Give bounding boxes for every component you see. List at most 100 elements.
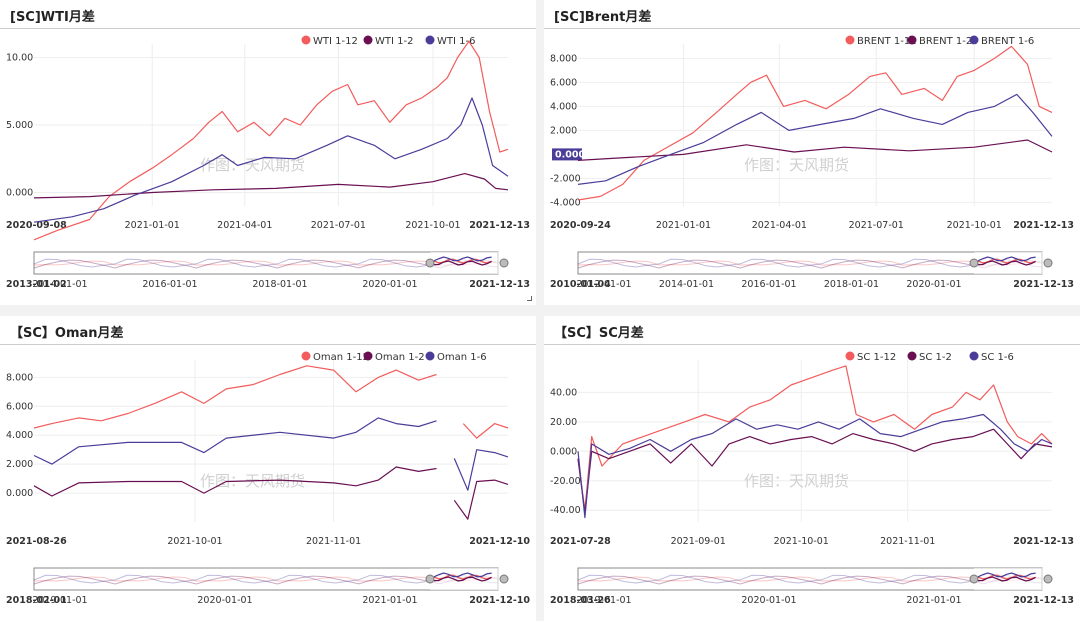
x-tick-label: 2021-10-01 <box>947 220 1002 231</box>
legend-label: BRENT 1-12 <box>857 36 917 47</box>
navigator-tick-label: 2016-01-01 <box>741 279 796 290</box>
navigator-tick-label: 2014-01-01 <box>32 279 87 290</box>
series-line-wti-1-2 <box>33 173 509 199</box>
navigator-overview-line <box>577 258 1043 268</box>
navigator-handle-left <box>425 574 435 584</box>
navigator-overview-line <box>577 259 1043 269</box>
legend-marker <box>425 35 435 45</box>
y-tick-label: -40.00 <box>550 505 581 516</box>
series-line-sc-1-12 <box>577 365 1053 511</box>
x-tick-label: 2021-12-13 <box>1013 220 1074 231</box>
navigator-tick-label: 2010-01-04 <box>550 279 611 290</box>
chart-svg-oman[interactable]: Oman 1-12 Oman 1-2 Oman 1-6 8.000 6.000 4.000… <box>0 316 536 621</box>
navigator-handle-left <box>425 258 435 268</box>
navigator-overview-line <box>33 574 499 584</box>
legend-marker <box>907 35 917 45</box>
watermark: 作图：天风期货 <box>744 156 849 174</box>
y-tick-label: 2.000 <box>550 125 577 136</box>
legend-marker <box>969 35 979 45</box>
navigator-tick-label: 2020-01-01 <box>906 279 961 290</box>
watermark: 作图：天风期货 <box>200 156 305 174</box>
chart-svg-sc[interactable]: SC 1-12 SC 1-2 SC 1-6 40.00 20.00 0.000 -20.00… <box>544 316 1080 621</box>
series-line-brent-1-2 <box>577 139 1053 161</box>
x-tick-label: 2021-10-01 <box>405 220 460 231</box>
navigator-tick-label: 2018-03-26 <box>550 595 611 606</box>
legend-label: SC 1-12 <box>857 352 896 363</box>
x-tick-label: 2021-07-28 <box>550 536 611 547</box>
legend-label: SC 1-6 <box>981 352 1014 363</box>
navigator-tick-label: 2019-01-01 <box>32 595 87 606</box>
navigator-tick-label: 2018-01-01 <box>824 279 879 290</box>
navigator-handle-left <box>969 574 979 584</box>
legend-marker <box>425 351 435 361</box>
legend-label: Oman 1-2 <box>375 352 425 363</box>
legend-marker <box>301 351 311 361</box>
chart-panel-oman: 【SC】Oman月差 Oman 1-12 Oman 1-2 Oman 1-6 8.00… <box>0 316 536 621</box>
x-tick-label: 2021-12-13 <box>469 220 530 231</box>
navigator-handle-right <box>1043 258 1053 268</box>
title-divider <box>544 28 1080 29</box>
x-tick-label: 2021-01-01 <box>656 220 711 231</box>
series-line-brent-1-12 <box>577 45 1053 201</box>
navigator-selected-line <box>977 256 1036 262</box>
y-tick-label: 8.000 <box>550 53 577 64</box>
y-tick-label: 5.000 <box>6 120 33 131</box>
chart-svg-brent[interactable]: BRENT 1-12 BRENT 1-2 BRENT 1-6 8.000 6.000 4.… <box>544 0 1080 305</box>
legend-marker <box>301 35 311 45</box>
chart-panel-brent: [SC]Brent月差 BRENT 1-12 BRENT 1-2 BRENT 1-6… <box>544 0 1080 305</box>
navigator-tick-label: 2021-12-13 <box>1013 595 1074 606</box>
x-tick-label: 2021-04-01 <box>217 220 272 231</box>
chart-svg-wti[interactable]: WTI 1-12 WTI 1-2 WTI 1-6 10.00 5.000 0.000 202… <box>0 0 536 305</box>
x-tick-label: 2021-09-01 <box>671 536 726 547</box>
navigator-overview-line <box>577 575 1043 585</box>
navigator-tick-label: 2020-01-01 <box>741 595 796 606</box>
legend-label: WTI 1-6 <box>437 36 475 47</box>
legend-marker <box>907 351 917 361</box>
x-tick-label: 2021-10-01 <box>774 536 829 547</box>
y-highlight-label: 0.000 <box>555 149 585 160</box>
navigator-selected-line <box>433 260 492 266</box>
navigator-selection <box>974 568 1048 590</box>
navigator-tick-label: 2021-12-10 <box>469 595 530 606</box>
x-tick-label: 2021-08-26 <box>6 536 67 547</box>
y-tick-label: 0.000 <box>550 446 577 457</box>
chart-panel-sc: 【SC】SC月差 SC 1-12 SC 1-2 SC 1-6 40.00 20.00 0.… <box>544 316 1080 621</box>
legend-label: BRENT 1-2 <box>919 36 972 47</box>
series-line-oman-1-6 <box>33 417 509 491</box>
series-line-sc-1-6 <box>577 413 1053 519</box>
chart-title: [SC]Brent月差 <box>554 10 652 25</box>
legend-label: Oman 1-12 <box>313 352 369 363</box>
legend-label: BRENT 1-6 <box>981 36 1034 47</box>
series-line-wti-1-6 <box>33 97 509 223</box>
navigator-tick-label: 2021-12-13 <box>1013 279 1074 290</box>
x-tick-label: 2020-09-24 <box>550 220 611 231</box>
resize-handle[interactable] <box>527 296 532 301</box>
watermark: 作图：天风期货 <box>744 472 849 490</box>
y-tick-label: 40.00 <box>550 387 577 398</box>
y-tick-label: 4.000 <box>6 430 33 441</box>
series-line-wti-1-12 <box>33 40 509 241</box>
x-tick-label: 2021-04-01 <box>752 220 807 231</box>
y-tick-label: 20.00 <box>550 417 577 428</box>
x-tick-label: 2021-07-01 <box>311 220 366 231</box>
x-tick-label: 2021-12-10 <box>469 536 530 547</box>
series-line-oman-1-2 <box>33 466 509 520</box>
navigator-overview-line <box>577 576 1043 582</box>
title-divider <box>0 28 536 29</box>
chart-title: [SC]WTI月差 <box>10 10 95 25</box>
chart-title: 【SC】SC月差 <box>554 326 644 341</box>
navigator-selection <box>974 252 1048 274</box>
y-tick-label: -20.00 <box>550 476 581 487</box>
y-tick-label: 4.000 <box>550 101 577 112</box>
y-highlight-box <box>552 148 582 161</box>
navigator-overview-line <box>33 258 499 268</box>
legend-label: WTI 1-2 <box>375 36 413 47</box>
y-tick-label: 6.000 <box>550 77 577 88</box>
y-tick-label: 10.00 <box>6 53 33 64</box>
navigator-tick-label: 2012-01-01 <box>576 279 631 290</box>
navigator-selection <box>430 252 504 274</box>
legend-label: Oman 1-6 <box>437 352 487 363</box>
x-tick-label: 2021-01-01 <box>125 220 180 231</box>
x-tick-label: 2021-10-01 <box>167 536 222 547</box>
chart-panel-wti: [SC]WTI月差 WTI 1-12 WTI 1-2 WTI 1-6 10.00 5.0… <box>0 0 536 305</box>
